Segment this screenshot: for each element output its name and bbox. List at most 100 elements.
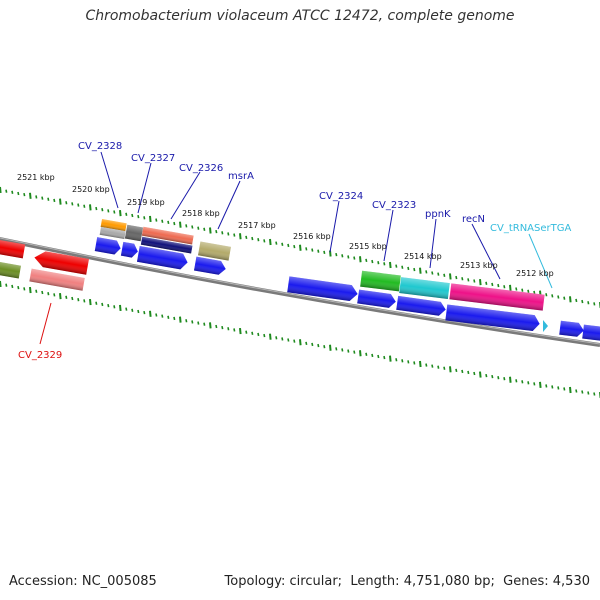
feature-cds-ppnK-cyan[interactable] (399, 277, 450, 299)
gene-label[interactable]: recN (462, 214, 485, 225)
gene-label[interactable]: CV_2324 (319, 191, 363, 202)
feature-cds-blue-7[interactable] (582, 324, 600, 342)
gene-label[interactable]: CV_tRNASerTGA (490, 223, 571, 234)
ruler-major-tick (89, 298, 92, 306)
gene-label[interactable]: CV_2328 (78, 141, 122, 152)
ruler-minor-tick (53, 198, 56, 203)
ruler-minor-tick (83, 204, 86, 208)
ruler-minor-tick (131, 308, 134, 312)
gene-label[interactable]: ppnK (425, 209, 451, 220)
feature-cds-2326-navy[interactable] (140, 236, 193, 254)
ruler-minor-tick (335, 252, 338, 257)
ruler-minor-tick (17, 285, 20, 290)
ruler-minor-tick (173, 316, 176, 321)
ruler-major-tick (89, 204, 92, 211)
ruler-minor-tick (227, 327, 230, 331)
ruler-minor-tick (173, 221, 176, 226)
genome-backbone (0, 237, 600, 347)
feature-cds-blue-3[interactable] (136, 245, 189, 270)
ruler-minor-tick (35, 195, 38, 199)
gene-label[interactable]: CV_2326 (179, 163, 223, 174)
length-value: 4,751,080 bp (403, 574, 491, 589)
ruler-minor-tick (101, 208, 104, 212)
callout-line-2324 (329, 200, 340, 253)
ruler-minor-tick (521, 288, 524, 292)
ruler-minor-tick (215, 229, 218, 234)
ruler-minor-tick (281, 337, 284, 341)
callout-line-2326 (170, 171, 201, 220)
topology-value: circular (289, 574, 338, 589)
ruler-minor-tick (65, 295, 68, 299)
ruler-minor-tick (473, 279, 476, 283)
ruler-minor-tick (521, 380, 524, 384)
feature-trna-serTGA[interactable] (543, 320, 548, 332)
ruler-minor-tick (77, 298, 80, 302)
ruler-major-tick (179, 221, 182, 228)
genes-value: 4,530 (552, 574, 590, 589)
gene-label[interactable]: CV_2329 (18, 350, 62, 361)
ruler-major-tick (119, 210, 122, 217)
feature-cds-2324-blue[interactable] (287, 276, 359, 302)
feature-cds-recN-blue[interactable] (445, 304, 540, 332)
ruler-minor-tick (407, 266, 410, 271)
ruler-minor-tick (383, 262, 386, 266)
ruler-minor-tick (137, 309, 140, 314)
callout-line-2327 (137, 162, 152, 214)
ruler-minor-tick (11, 190, 14, 194)
feature-cds-recN-magenta[interactable] (449, 283, 545, 311)
feature-cds-blue-6[interactable] (559, 320, 585, 338)
ruler-label: 2515 kbp (349, 242, 387, 251)
ruler-minor-tick (125, 212, 128, 216)
ruler-major-tick (569, 296, 572, 303)
feature-cds-left-red[interactable] (0, 238, 26, 259)
ruler-minor-tick (53, 293, 56, 297)
feature-cds-2329-pink[interactable] (29, 268, 85, 291)
ruler-minor-tick (425, 270, 428, 274)
feature-cds-blue-5[interactable] (396, 295, 446, 317)
gene-labels: CV_2328 CV_2327 CV_2326 msrA CV_2324 CV_2323p… (18, 141, 571, 361)
ruler-label: 2518 kbp (182, 209, 220, 218)
ruler-minor-tick (557, 295, 560, 299)
ruler-major-tick (269, 333, 272, 340)
feature-cds-2323-green[interactable] (360, 270, 401, 292)
feature-cds-2328-silver[interactable] (99, 226, 126, 240)
ruler-minor-tick (551, 294, 554, 298)
ruler-minor-tick (485, 373, 488, 378)
ruler-minor-tick (317, 249, 320, 253)
gene-label[interactable]: msrA (228, 171, 254, 182)
ruler-minor-tick (311, 342, 314, 347)
ruler-label: 2519 kbp (127, 198, 165, 207)
gene-label[interactable]: CV_2323 (372, 200, 416, 211)
ruler-minor-tick (191, 320, 194, 324)
ruler-minor-tick (371, 353, 374, 358)
gene-label[interactable]: CV_2327 (131, 153, 175, 164)
accession-footer: Accession: NC_005085 (9, 574, 157, 589)
feature-cds-blue-4[interactable] (193, 256, 227, 276)
feature-cds-2328-orange[interactable] (100, 218, 127, 232)
feature-cds-2327-gray[interactable] (124, 224, 144, 242)
feature-cds-blue-1[interactable] (94, 237, 122, 255)
ruler-minor-tick (563, 387, 566, 391)
ruler-minor-tick (233, 233, 236, 237)
feature-cds-2329-arrow[interactable] (33, 250, 89, 275)
feature-cds-2326-salmon[interactable] (141, 226, 194, 245)
ruler-ticks-inner (0, 280, 600, 399)
ruler-minor-tick (377, 261, 380, 265)
length-label: Length: (350, 574, 400, 589)
feature-cds-msrA[interactable] (198, 241, 231, 261)
ruler-minor-tick (575, 298, 578, 303)
ruler-minor-tick (245, 330, 248, 334)
ruler-minor-tick (11, 284, 14, 289)
ruler-major-tick (389, 261, 392, 269)
ruler-major-tick (569, 386, 572, 394)
feature-cds-blue-2[interactable] (120, 241, 139, 259)
ruler-minor-tick (113, 210, 116, 214)
ruler-major-tick (209, 227, 212, 234)
ruler-minor-tick (5, 283, 8, 287)
feature-cds-left-olive[interactable] (0, 260, 21, 279)
ruler-minor-tick (581, 390, 584, 394)
feature-cds-2323-blue[interactable] (357, 289, 397, 309)
ruler-minor-tick (47, 197, 50, 201)
ruler-minor-tick (185, 224, 188, 228)
ruler-label: 2521 kbp (17, 173, 55, 182)
